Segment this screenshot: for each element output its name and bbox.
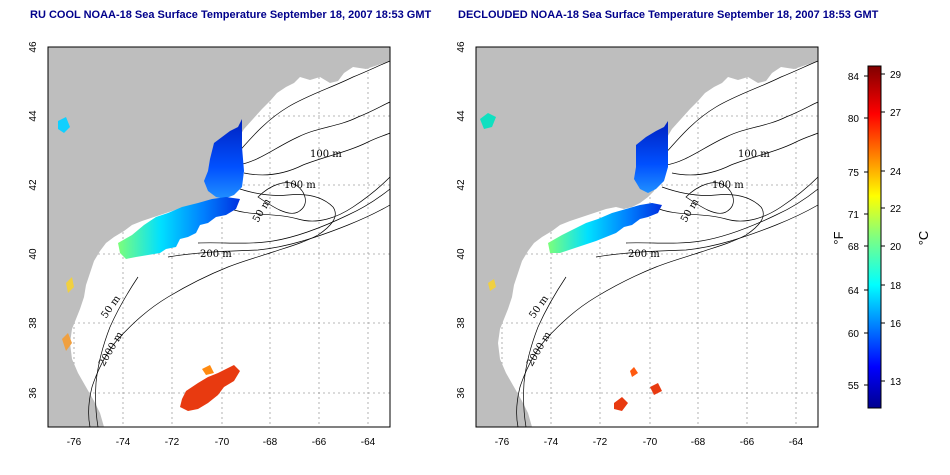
svg-text:-68: -68 <box>691 437 706 448</box>
sst-coastal-patch <box>488 279 496 291</box>
svg-text:42: 42 <box>28 179 39 191</box>
svg-text:36: 36 <box>28 387 39 399</box>
svg-text:75: 75 <box>848 168 860 179</box>
svg-text:46: 46 <box>28 41 39 53</box>
svg-text:-70: -70 <box>643 437 658 448</box>
land-mass <box>48 47 390 427</box>
sst-small-patch <box>58 117 70 133</box>
svg-text:46: 46 <box>456 41 467 53</box>
x-tick-labels: -76 -74 -72 -70 -68 -66 -64 <box>495 437 804 448</box>
svg-text:29: 29 <box>890 70 902 81</box>
sst-gulf-stream-patch <box>614 397 628 411</box>
svg-text:22: 22 <box>890 204 902 215</box>
svg-text:40: 40 <box>456 248 467 260</box>
svg-text:18: 18 <box>890 281 902 292</box>
temperature-colorbar: 84 80 75 71 68 64 60 55 29 27 24 22 20 1… <box>831 65 931 409</box>
lat-lon-grid <box>48 47 390 427</box>
svg-text:20: 20 <box>890 242 902 253</box>
contour-label: 100 m <box>284 180 316 191</box>
y-tick-labels: 36 38 40 42 44 46 <box>28 41 39 399</box>
colorbar-celsius-ticks: 29 27 24 22 20 18 16 13 <box>890 70 902 388</box>
svg-text:42: 42 <box>456 179 467 191</box>
colorbar-fahrenheit-ticks: 84 80 75 71 68 64 60 55 <box>848 72 860 392</box>
map-title-left: RU COOL NOAA-18 Sea Surface Temperature … <box>30 9 432 21</box>
svg-text:44: 44 <box>28 110 39 122</box>
svg-text:60: 60 <box>848 329 860 340</box>
sst-coastal-patch <box>66 277 74 293</box>
bathymetry-contours <box>516 60 819 428</box>
contour-label: 100 m <box>310 149 342 160</box>
sst-gulf-of-maine <box>634 121 668 193</box>
svg-text:-66: -66 <box>312 437 327 448</box>
sst-shelf-patch <box>548 203 662 253</box>
svg-text:55: 55 <box>848 381 860 392</box>
svg-text:13: 13 <box>890 377 902 388</box>
svg-text:84: 84 <box>848 72 860 83</box>
svg-text:64: 64 <box>848 286 860 297</box>
bathymetry-contours <box>88 60 391 428</box>
svg-text:16: 16 <box>890 319 902 330</box>
sst-gulf-stream-patch <box>180 365 240 411</box>
svg-text:-72: -72 <box>593 437 608 448</box>
sst-small-patch <box>480 113 496 129</box>
svg-text:80: 80 <box>848 114 860 125</box>
sst-gulf-stream-patch <box>630 367 638 377</box>
svg-text:-76: -76 <box>495 437 510 448</box>
svg-text:-74: -74 <box>116 437 131 448</box>
sst-coastal-patch <box>62 333 72 351</box>
colorbar-celsius-label: °C <box>916 231 931 246</box>
colorbar-fahrenheit-label: °F <box>831 231 846 244</box>
contour-label: 100 m <box>712 180 744 191</box>
svg-text:-68: -68 <box>263 437 278 448</box>
contour-label: 200 m <box>200 249 232 260</box>
map-panel-left: 100 m 100 m 50 m 200 m 50 m 2000 m -76 -… <box>28 41 391 448</box>
map-panel-right: 100 m 100 m 50 m 200 m 50 m 2000 m -76 -… <box>456 41 819 448</box>
sst-gulf-stream-patch <box>650 383 662 395</box>
land-mass <box>476 47 818 427</box>
svg-text:-74: -74 <box>544 437 559 448</box>
sst-shelf-patch <box>118 197 240 259</box>
y-tick-labels: 36 38 40 42 44 46 <box>456 41 467 399</box>
contour-label: 100 m <box>738 149 770 160</box>
svg-text:24: 24 <box>890 167 902 178</box>
svg-text:-72: -72 <box>165 437 180 448</box>
svg-text:68: 68 <box>848 242 860 253</box>
sst-gulf-of-maine <box>204 119 244 199</box>
sst-warm-fleck <box>202 365 214 375</box>
svg-text:36: 36 <box>456 387 467 399</box>
map-frame <box>475 46 819 428</box>
svg-text:38: 38 <box>456 317 467 329</box>
svg-text:38: 38 <box>28 317 39 329</box>
x-tick-labels: -76 -74 -72 -70 -68 -66 -64 <box>67 437 376 448</box>
svg-text:-64: -64 <box>361 437 376 448</box>
colorbar-gradient <box>867 65 882 409</box>
svg-text:-64: -64 <box>789 437 804 448</box>
contour-label: 200 m <box>628 249 660 260</box>
svg-text:44: 44 <box>456 110 467 122</box>
svg-text:-76: -76 <box>67 437 82 448</box>
svg-text:-70: -70 <box>215 437 230 448</box>
svg-text:-66: -66 <box>740 437 755 448</box>
svg-text:40: 40 <box>28 248 39 260</box>
svg-text:71: 71 <box>848 210 860 221</box>
svg-text:27: 27 <box>890 108 902 119</box>
map-title-right: DECLOUDED NOAA-18 Sea Surface Temperatur… <box>458 9 879 21</box>
map-frame <box>47 46 391 428</box>
